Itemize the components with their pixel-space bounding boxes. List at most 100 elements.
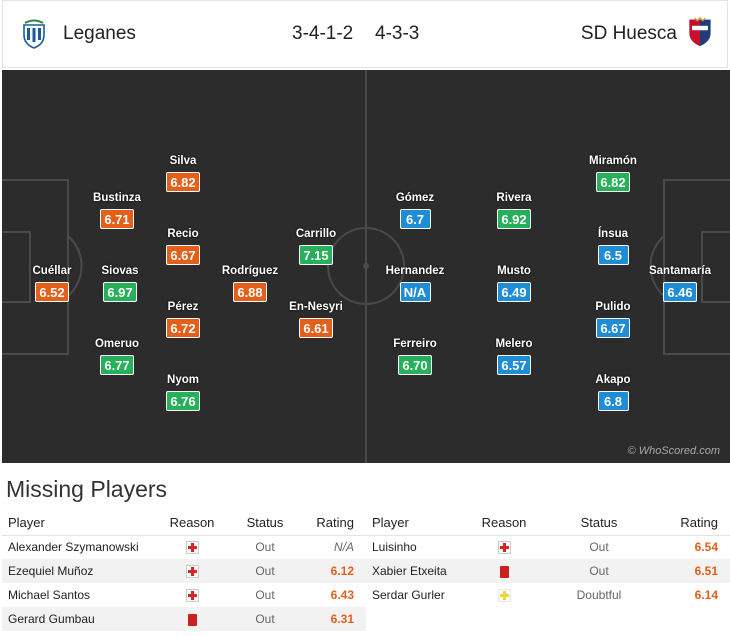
missing-players-title: Missing Players [6, 476, 168, 502]
player-away[interactable]: Musto 6.49 [474, 264, 554, 302]
missing-rating: N/A [333, 540, 354, 555]
player-rating: 6.76 [166, 391, 200, 411]
missing-player-name[interactable]: Michael Santos [8, 588, 91, 602]
player-away[interactable]: Santamaría 6.46 [640, 264, 720, 302]
table-row: Serdar Gurler Doubtful 6.14 [366, 583, 730, 607]
away-team-name[interactable]: SD Huesca [580, 23, 677, 44]
pitch-lines [2, 70, 730, 463]
missing-player-name[interactable]: Ezequiel Muñoz [2, 559, 162, 583]
player-rating: 6.88 [233, 282, 267, 302]
table-row: Xabier Etxeita Out 6.51 [366, 559, 730, 583]
player-name: Musto [497, 265, 531, 277]
player-away[interactable]: Ferreiro 6.70 [375, 337, 455, 375]
away-missing-table: Player Reason Status Rating Luisinho Out… [366, 511, 730, 607]
player-name: Pérez [167, 301, 199, 313]
player-rating: 6.46 [663, 282, 697, 302]
missing-status: Out [255, 564, 275, 578]
col-status: Status [246, 515, 284, 531]
player-name: Melero [495, 338, 533, 350]
injury-icon [185, 541, 199, 555]
player-away[interactable]: Gómez 6.7 [375, 191, 455, 229]
player-home[interactable]: Omeruo 6.77 [77, 337, 157, 375]
missing-rating: 6.14 [694, 588, 718, 602]
missing-player-name[interactable]: Serdar Gurler [372, 588, 445, 602]
missing-status: Out [589, 540, 609, 555]
player-name: Omeruo [94, 338, 140, 350]
missing-rating: 6.31 [330, 612, 354, 626]
player-name: Nyom [167, 374, 199, 386]
table-row: Gerard Gumbau Out 6.31 [2, 607, 366, 631]
huesca-crest-icon [689, 17, 711, 47]
player-home[interactable]: Cuéllar 6.52 [12, 264, 92, 302]
player-home[interactable]: En-Nesyri 6.61 [276, 300, 356, 338]
player-name: Carrillo [295, 228, 337, 240]
player-rating: N/A [399, 282, 431, 302]
missing-player-name[interactable]: Gerard Gumbau [2, 607, 162, 631]
missing-player-name[interactable]: Xabier Etxeita [366, 559, 466, 583]
player-away[interactable]: Pulido 6.67 [573, 300, 653, 338]
player-rating: 6.5 [597, 245, 629, 265]
injury-icon [185, 589, 199, 603]
player-rating: 6.71 [100, 209, 134, 229]
missing-rating: 6.51 [694, 564, 718, 578]
player-rating: 6.8 [597, 391, 629, 411]
player-name: Hernandez [385, 265, 445, 277]
missing-player-name[interactable]: Alexander Szymanowski [2, 534, 162, 559]
player-rating: 6.72 [166, 318, 200, 338]
red-card-icon [187, 613, 197, 626]
missing-status: Out [255, 588, 275, 602]
player-away[interactable]: Akapo 6.8 [573, 373, 653, 411]
player-name: Recio [167, 228, 199, 240]
player-name: Bustinza [93, 192, 141, 204]
player-name: Ínsua [597, 228, 629, 240]
col-reason: Reason [169, 515, 215, 531]
missing-player-name[interactable]: Luisinho [366, 534, 466, 559]
player-rating: 6.77 [100, 355, 134, 375]
doubtful-icon [497, 589, 511, 603]
player-home[interactable]: Recio 6.67 [143, 227, 223, 265]
player-name: Ferreiro [393, 338, 437, 350]
player-rating: 6.82 [166, 172, 200, 192]
match-header: Leganes 3-4-1-2 4-3-3 SD Huesca [2, 0, 728, 68]
player-rating: 6.97 [103, 282, 137, 302]
col-rating: Rating [680, 515, 718, 531]
player-away[interactable]: Melero 6.57 [474, 337, 554, 375]
col-rating: Rating [316, 515, 354, 531]
home-team-name[interactable]: Leganes [63, 23, 136, 44]
col-reason: Reason [481, 515, 527, 531]
player-away[interactable]: Miramón 6.82 [573, 154, 653, 192]
table-row: Alexander Szymanowski Out N/A [2, 534, 366, 559]
player-home[interactable]: Rodríguez 6.88 [210, 264, 290, 302]
table-row: Ezequiel Muñoz Out 6.12 [2, 559, 366, 583]
player-rating: 6.82 [596, 172, 630, 192]
player-home[interactable]: Nyom 6.76 [143, 373, 223, 411]
leganes-crest-icon [23, 19, 45, 49]
player-home[interactable]: Silva 6.82 [143, 154, 223, 192]
red-card-icon [499, 565, 509, 578]
player-away[interactable]: Rivera 6.92 [474, 191, 554, 229]
player-home[interactable]: Pérez 6.72 [143, 300, 223, 338]
player-home[interactable]: Bustinza 6.71 [77, 191, 157, 229]
missing-status: Doubtful [576, 588, 622, 602]
player-away[interactable]: Ínsua 6.5 [573, 227, 653, 265]
player-name: Silva [169, 155, 197, 167]
player-home[interactable]: Siovas 6.97 [80, 264, 160, 302]
player-rating: 6.70 [398, 355, 432, 375]
col-status: Status [580, 515, 618, 531]
player-name: Akapo [595, 374, 631, 386]
table-row: Luisinho Out 6.54 [366, 534, 730, 559]
player-name: Siovas [101, 265, 139, 277]
watermark: © WhoScored.com [627, 445, 720, 457]
home-formation: 3-4-1-2 [292, 23, 354, 44]
player-name: Pulido [595, 301, 631, 313]
missing-status: Out [255, 612, 275, 626]
player-name: Cuéllar [32, 265, 72, 277]
player-rating: 6.7 [399, 209, 431, 229]
player-name: Rodríguez [221, 265, 279, 277]
player-home[interactable]: Carrillo 7.15 [276, 227, 356, 265]
player-rating: 6.49 [497, 282, 531, 302]
player-rating: 6.67 [166, 245, 200, 265]
player-away[interactable]: Hernandez N/A [375, 264, 455, 302]
formation-pitch: Cuéllar 6.52 Bustinza 6.71 Siovas 6.97 O… [2, 70, 730, 463]
table-row: Michael Santos Out 6.43 [2, 583, 366, 607]
